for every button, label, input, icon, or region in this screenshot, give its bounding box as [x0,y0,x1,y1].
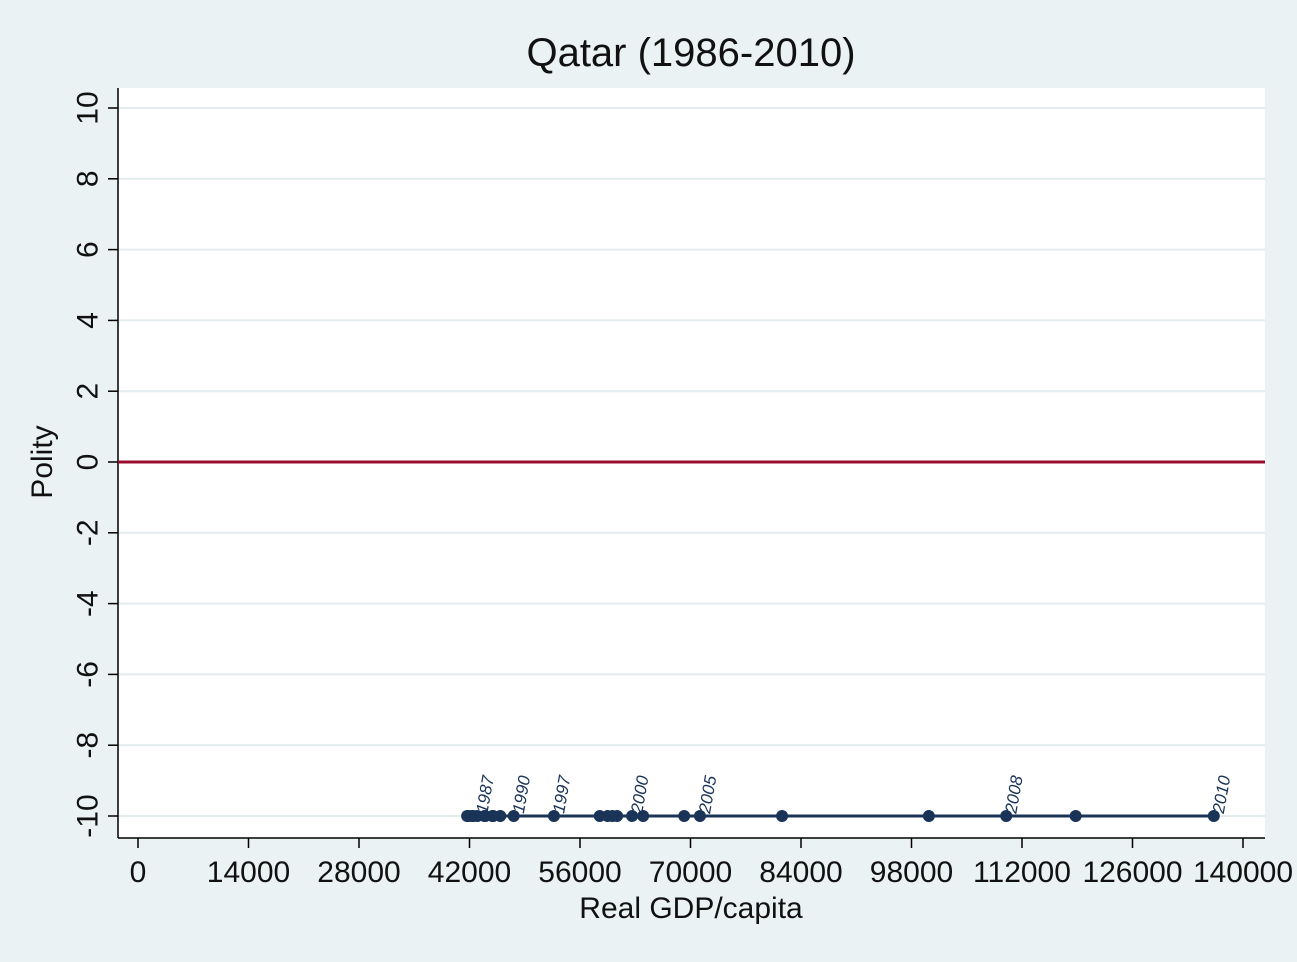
data-point-2004 [678,810,691,822]
x-tick-label: 0 [130,856,147,889]
x-tick-label: 84000 [759,856,842,889]
y-tick-label: 8 [72,170,105,187]
data-point-1997 [547,810,560,822]
data-point-2008 [1000,810,1013,822]
x-tick-label: 126000 [1082,856,1182,889]
chart-title: Qatar (1986-2010) [526,31,855,75]
data-point-2010 [1207,810,1220,822]
x-tick-label: 112000 [973,856,1071,889]
data-point-2009 [1069,810,1082,822]
data-point-2005 [693,810,706,822]
y-tick-label: 10 [72,91,105,124]
x-tick-label: 140000 [1193,856,1293,889]
data-point-2003 [637,810,650,822]
x-tick-label: 70000 [649,856,732,889]
y-tick-label: -2 [72,519,105,546]
y-tick-label: -10 [72,794,105,837]
x-tick-label: 14000 [207,856,290,889]
data-point-2007 [922,810,935,822]
data-point-2000 [626,810,639,822]
x-tick-label: 42000 [428,856,511,889]
y-axis-label: Polity [26,425,59,498]
x-axis-label: Real GDP/capita [579,892,803,925]
data-point-1996 [462,810,475,822]
axes: -10 -8 -6 -4 -2 0 2 4 6 8 10 0 14000 28000 42000 56000 7… [72,88,1293,889]
y-tick-label: -4 [72,590,105,617]
y-tick-label: 2 [72,383,105,400]
y-tick-label: 0 [72,454,105,471]
y-tick-label: 6 [72,241,105,258]
y-tick-label: -6 [72,661,105,688]
data-point-1990 [507,810,520,822]
x-tick-label: 56000 [538,856,621,889]
x-tick-label: 98000 [870,856,953,889]
data-point-2006 [776,810,789,822]
gridlines [118,107,1265,817]
y-tick-label: 4 [72,312,105,329]
data-point-2002 [611,810,624,822]
x-tick-label: 28000 [317,856,400,889]
y-tick-label: -8 [72,732,105,759]
data-point-1994 [478,810,491,822]
